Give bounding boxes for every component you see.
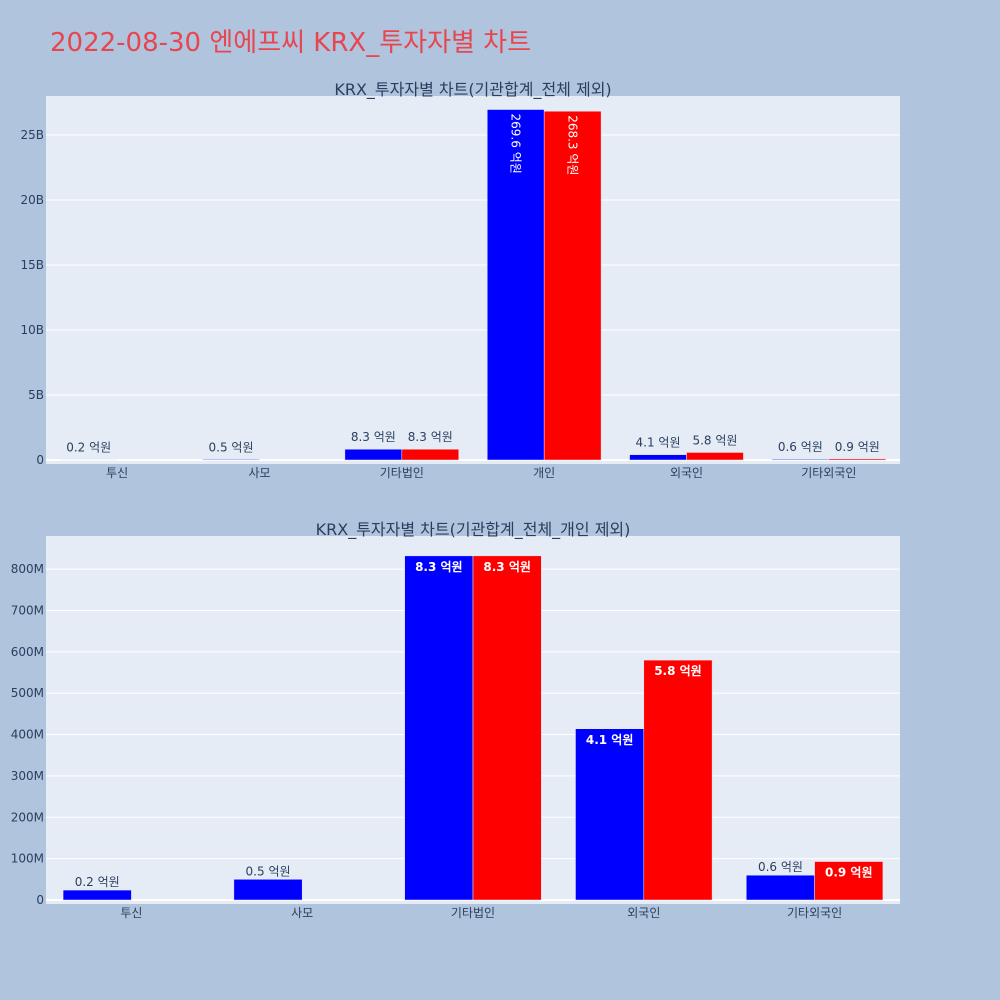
bar <box>401 448 460 461</box>
bar <box>233 879 303 901</box>
y-tick-label: 20B <box>20 193 44 207</box>
data-label: 4.1 억원 <box>586 733 634 747</box>
x-tick-label: 투신 <box>106 466 128 480</box>
bar <box>543 110 602 461</box>
x-tick-label: 개인 <box>533 466 555 480</box>
y-tick-label: 100M <box>11 852 44 866</box>
data-label: 268.3 억원 <box>566 115 580 175</box>
data-label: 5.8 억원 <box>692 433 737 447</box>
bar <box>771 458 830 461</box>
bar <box>472 555 542 901</box>
x-tick-label: 사모 <box>248 466 270 480</box>
y-tick-label: 0 <box>36 893 44 907</box>
x-tick-label: 외국인 <box>627 906 660 920</box>
y-tick-label: 500M <box>11 686 44 700</box>
page-title: 2022-08-30 엔에프씨 KRX_투자자별 차트 <box>50 28 532 58</box>
bar <box>643 659 713 901</box>
bar <box>746 874 815 901</box>
y-tick-label: 200M <box>11 810 44 824</box>
y-tick-label: 400M <box>11 728 44 742</box>
y-tick-label: 700M <box>11 603 44 617</box>
x-tick-label: 투신 <box>120 906 142 920</box>
data-label: 8.3 억원 <box>351 430 396 444</box>
plot-area <box>46 96 900 464</box>
bar <box>575 728 645 901</box>
data-label: 0.9 억원 <box>825 866 873 880</box>
data-label: 8.3 억원 <box>483 560 531 574</box>
x-tick-label: 기타법인 <box>380 466 424 480</box>
data-label: 0.5 억원 <box>246 864 291 878</box>
data-label: 5.8 억원 <box>654 664 702 678</box>
y-tick-label: 0 <box>36 453 44 467</box>
bar <box>344 448 403 461</box>
chart-title: KRX_투자자별 차트(기관합계_전체_개인 제외) <box>316 520 631 540</box>
chart-title: KRX_투자자별 차트(기관합계_전체 제외) <box>334 80 611 100</box>
investor-chart-all: KRX_투자자별 차트(기관합계_전체 제외) 0 5B 10B 15B 20B 25B 투신… <box>20 80 900 480</box>
x-tick-label: 사모 <box>291 906 313 920</box>
y-tick-label: 15B <box>20 258 44 272</box>
data-label: 0.2 억원 <box>75 875 120 889</box>
data-label: 269.6 억원 <box>509 114 523 174</box>
data-label: 0.6 억원 <box>778 440 823 454</box>
x-tick-label: 기타법인 <box>451 906 495 920</box>
y-tick-label: 600M <box>11 645 44 659</box>
data-label: 8.3 억원 <box>415 560 463 574</box>
data-label: 0.9 억원 <box>835 440 880 454</box>
y-tick-label: 5B <box>28 388 44 402</box>
data-label: 0.2 억원 <box>66 441 111 455</box>
bar <box>686 452 744 461</box>
bar <box>404 555 474 901</box>
x-tick-label: 외국인 <box>670 466 703 480</box>
bar <box>629 454 687 461</box>
bar <box>62 889 132 901</box>
data-label: 0.6 억원 <box>758 860 803 874</box>
x-tick-label: 기타외국인 <box>787 906 842 920</box>
bar <box>202 459 260 461</box>
data-label: 4.1 억원 <box>636 436 681 450</box>
data-label: 8.3 억원 <box>408 430 453 444</box>
y-tick-label: 300M <box>11 769 44 783</box>
y-tick-label: 10B <box>20 323 44 337</box>
y-tick-label: 800M <box>11 562 44 576</box>
x-tick-label: 기타외국인 <box>801 466 856 480</box>
bar <box>828 458 887 461</box>
bar <box>814 861 884 901</box>
investor-chart-excl-individual: KRX_투자자별 차트(기관합계_전체_개인 제외) 0 100M 200M 300M 4… <box>11 520 900 920</box>
data-label: 0.5 억원 <box>209 440 254 454</box>
y-tick-label: 25B <box>20 128 44 142</box>
